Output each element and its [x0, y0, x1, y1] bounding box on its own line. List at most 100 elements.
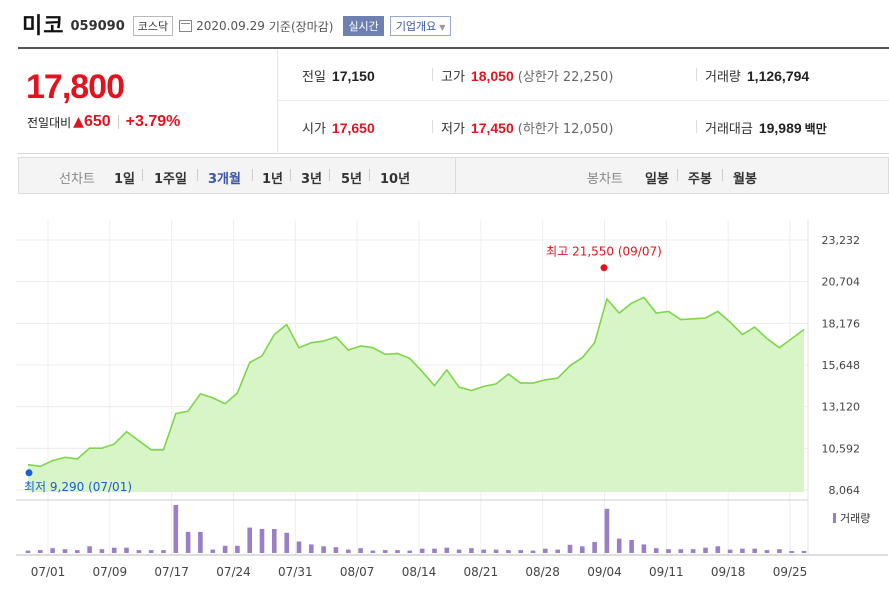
volume-bar: [210, 549, 216, 553]
company-overview-label: 기업개요: [395, 19, 437, 33]
x-tick-label: 07/24: [216, 565, 251, 579]
volume-bar: [715, 546, 721, 553]
divider: [455, 158, 456, 193]
y-tick-label: 8,064: [829, 484, 861, 497]
tab-monthly-candle[interactable]: 월봉: [733, 172, 757, 187]
volume-bar: [530, 550, 536, 553]
high-marker: [600, 264, 608, 272]
divider: [197, 169, 198, 181]
x-tick-label: 08/21: [464, 565, 499, 579]
volume-bar: [124, 547, 129, 553]
amount-unit: 백만: [804, 122, 827, 136]
x-tick-label: 07/31: [278, 565, 313, 579]
x-tick-label: 07/17: [154, 565, 189, 579]
current-price: 17,800: [26, 68, 125, 106]
volume-bar: [407, 550, 413, 553]
volume-bar: [161, 550, 166, 553]
line-chart-label: 선차트: [59, 172, 95, 187]
volume-bar: [493, 549, 499, 553]
x-tick-label: 08/07: [340, 565, 375, 579]
x-tick-label: 07/01: [31, 565, 66, 579]
volume-bar: [259, 529, 265, 553]
tab-daily-candle[interactable]: 일봉: [645, 172, 669, 187]
divider: [677, 169, 678, 181]
divider: [432, 68, 433, 81]
price-change: 전일대비 ▲ 650 +3.79%: [27, 113, 180, 131]
divider: [696, 68, 697, 81]
volume-bar: [789, 551, 794, 553]
volume: 거래량 1,126,794: [705, 66, 809, 85]
volume-bar: [580, 546, 585, 553]
volume-bar: [419, 548, 425, 553]
volume-bar: [690, 549, 696, 553]
volume-bar: [25, 550, 31, 553]
price-line: [27, 296, 805, 468]
chart-tab-bar: [18, 157, 889, 194]
volume-bar: [395, 550, 400, 553]
tab-10-years[interactable]: 10년: [380, 172, 411, 187]
chevron-down-icon: ▼: [439, 22, 446, 32]
volume-bar: [752, 548, 757, 553]
volume-bar: [38, 550, 43, 553]
open-value: 17,650: [331, 120, 375, 136]
realtime-button[interactable]: 실시간: [343, 15, 384, 36]
x-axis-ticks: 07/01 07/09 07/17 07/24 07/31 08/07 08/14 08/21…: [31, 565, 808, 579]
volume-bar: [456, 549, 462, 553]
price-area: [28, 297, 804, 492]
volume-bar: [592, 542, 597, 553]
volume-bar: [518, 550, 523, 553]
low-annotation: 최저 9,290 (07/01): [24, 480, 132, 494]
volume-bar: [198, 531, 203, 553]
y-tick-label: 18,176: [822, 317, 861, 330]
stock-code: 059090: [70, 18, 125, 34]
volume-bar: [764, 550, 770, 553]
y-tick-label: 10,592: [822, 442, 861, 455]
volume-bar: [173, 505, 179, 553]
divider: [142, 169, 143, 181]
volume-bar: [801, 551, 807, 553]
stock-name: 미코: [22, 14, 65, 39]
company-overview-dropdown[interactable]: 기업개요 ▼: [389, 15, 452, 36]
change-percent: +3.79%: [125, 113, 181, 130]
volume-bar: [740, 548, 745, 553]
tab-3-months[interactable]: 3개월: [208, 172, 241, 187]
volume-bar: [727, 549, 733, 553]
quote-date: 2020.09.29: [196, 19, 265, 33]
volume-bar: [272, 529, 277, 553]
change-label: 전일대비: [27, 115, 72, 130]
volume-bar: [432, 548, 437, 553]
divider: [329, 169, 330, 181]
x-tick-label: 08/14: [402, 565, 437, 579]
volume-bar: [296, 541, 302, 553]
volume-bar: [185, 531, 191, 553]
y-tick-label: 15,648: [822, 359, 861, 372]
y-tick-label: 13,120: [822, 401, 861, 414]
volume-legend-swatch: [833, 513, 836, 523]
volume-bar: [616, 538, 622, 553]
volume-bar: [87, 546, 92, 553]
low-marker: [25, 469, 33, 477]
day-high: 고가 18,050 (상한가 22,250): [441, 66, 613, 85]
volume-bar: [678, 549, 684, 553]
divider: [696, 120, 697, 133]
high-label: 고가: [441, 70, 465, 85]
tab-5-years[interactable]: 5년: [341, 172, 363, 187]
tab-1-year[interactable]: 1년: [262, 172, 284, 187]
volume-bar: [629, 540, 634, 553]
upper-limit: (상한가 22,250): [517, 70, 614, 85]
market-badge: 코스닥: [132, 15, 174, 36]
day-low: 저가 17,450 (하한가 12,050): [441, 118, 613, 137]
tab-1-day[interactable]: 1일: [114, 172, 136, 187]
volume-bar: [284, 532, 289, 553]
volume-bar: [75, 550, 80, 553]
volume-bar: [346, 549, 351, 553]
volume-bar: [469, 548, 474, 553]
amount-label: 거래대금: [705, 122, 753, 137]
tab-3-years[interactable]: 3년: [301, 172, 323, 187]
tab-weekly-candle[interactable]: 주봉: [688, 172, 712, 187]
amount-value: 19,989: [758, 120, 802, 136]
volume-bar: [235, 545, 240, 553]
tab-1-week[interactable]: 1주일: [154, 172, 187, 187]
volume-bar: [777, 549, 782, 553]
y-tick-label: 20,704: [822, 276, 861, 289]
